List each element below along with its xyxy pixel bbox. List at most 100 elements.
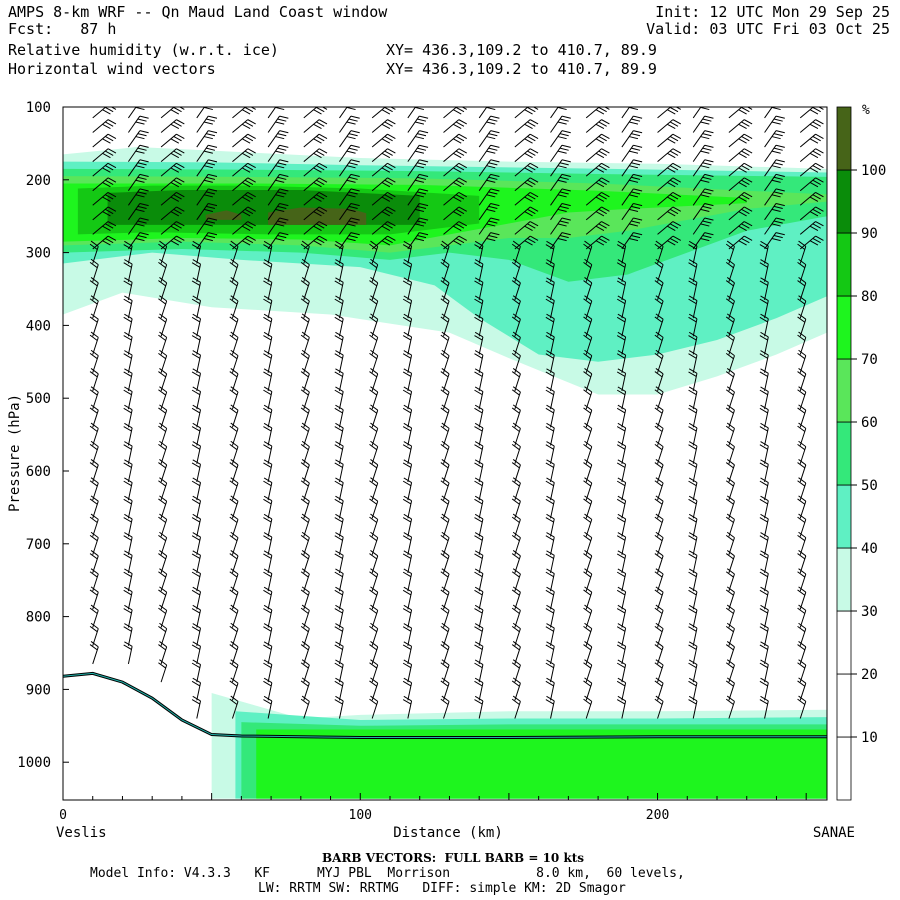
wind-barb: [89, 568, 99, 592]
wind-barb: [158, 641, 168, 665]
wind-barb: [263, 368, 273, 392]
wind-barb: [191, 240, 202, 264]
wind-barb: [92, 235, 117, 250]
wind-barb: [725, 568, 735, 592]
wind-barb: [692, 202, 714, 221]
wind-barb: [688, 295, 698, 319]
wind-barb: [123, 404, 133, 428]
wind-barb: [334, 295, 344, 319]
wind-barb: [583, 495, 593, 519]
colorbar-segment: [836, 610, 852, 675]
wind-barb: [474, 659, 484, 683]
wind-barb: [303, 221, 328, 235]
wind-barb: [123, 641, 133, 665]
wind-barb: [621, 232, 643, 250]
wind-barb: [229, 368, 239, 392]
wind-barb: [474, 259, 484, 282]
wind-barbs: [89, 107, 824, 719]
wind-barb: [511, 695, 521, 719]
wind-barb: [191, 568, 202, 592]
field-name-wind: Horizontal wind vectors: [8, 60, 216, 78]
wind-barb: [545, 641, 555, 665]
wind-barb: [545, 295, 555, 319]
wind-barb: [799, 177, 824, 192]
wind-barb: [514, 162, 539, 177]
wind-barb: [89, 404, 99, 428]
wind-barb: [89, 440, 99, 464]
wind-barb: [514, 148, 539, 162]
wind-barb: [371, 148, 396, 162]
wind-barb: [127, 232, 149, 250]
wind-barb: [191, 441, 202, 464]
wind-barb: [725, 677, 735, 701]
wind-barb: [616, 386, 627, 410]
wind-barb: [232, 148, 256, 162]
wind-barb: [688, 550, 698, 574]
wind-barb: [443, 133, 467, 148]
wind-barb: [123, 441, 133, 464]
wind-barb: [339, 144, 360, 162]
wind-barb: [158, 404, 168, 428]
wind-barb: [334, 659, 344, 683]
wind-barb: [443, 162, 467, 177]
wind-barb: [263, 641, 273, 665]
terrain-highlight: [63, 672, 827, 738]
wind-barb: [300, 386, 310, 410]
wind-barb: [583, 695, 593, 719]
wind-barb: [585, 177, 610, 192]
wind-barb: [369, 440, 379, 464]
wind-barb: [545, 350, 555, 373]
wind-barb: [89, 550, 99, 574]
wind-barb: [654, 568, 664, 592]
y-tick-label: 600: [26, 464, 51, 480]
wind-barb: [191, 386, 202, 410]
wind-barb: [511, 622, 521, 646]
wind-barb: [585, 133, 610, 148]
wind-barb: [191, 313, 202, 337]
wind-barb: [263, 259, 273, 282]
wind-barb: [160, 162, 185, 177]
wind-barb: [127, 130, 149, 148]
wind-barb: [692, 107, 712, 119]
wind-barb: [339, 107, 358, 119]
wind-barb: [478, 217, 500, 235]
wind-barb: [232, 119, 256, 133]
wind-barb: [545, 586, 555, 610]
wind-barb: [511, 550, 521, 574]
wind-barb: [550, 115, 571, 133]
wind-barb: [545, 623, 555, 646]
wind-barb: [300, 349, 310, 373]
wind-barb: [300, 368, 310, 392]
wind-barb: [402, 368, 413, 392]
wind-barb: [123, 368, 133, 392]
wind-barb: [267, 173, 289, 192]
wind-barb: [797, 386, 807, 410]
wind-barb: [191, 513, 202, 537]
wind-barb: [545, 532, 555, 555]
wind-barb: [725, 695, 735, 719]
wind-barb: [616, 240, 627, 264]
wind-barb: [127, 217, 149, 235]
wind-barb: [402, 404, 413, 428]
wind-barb: [369, 695, 379, 719]
wind-barb: [127, 144, 149, 162]
wind-barb: [799, 235, 824, 250]
wind-barb: [229, 404, 239, 428]
wind-barb: [759, 459, 769, 483]
wind-barb: [158, 495, 168, 519]
wind-barb: [440, 477, 450, 501]
wind-barb: [123, 459, 133, 483]
wind-barb: [759, 295, 769, 319]
wind-barb: [474, 277, 484, 301]
wind-barb: [371, 191, 396, 206]
wind-barb: [440, 404, 450, 428]
wind-barb: [511, 422, 521, 446]
wind-barb: [797, 459, 807, 483]
wind-barb: [402, 586, 413, 610]
wind-barb: [191, 623, 202, 646]
wind-barb: [474, 422, 484, 446]
wind-barb: [334, 623, 344, 646]
wind-barb: [764, 144, 785, 162]
wind-barb: [371, 235, 396, 250]
wind-barb: [474, 295, 484, 319]
